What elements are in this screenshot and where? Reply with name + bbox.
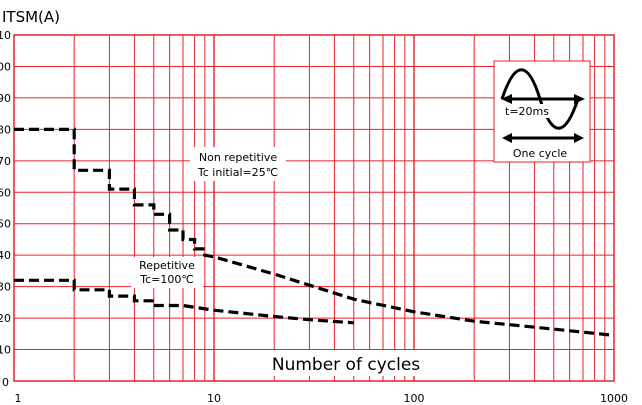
cycle-arrow-left-head bbox=[502, 133, 512, 143]
plot-frame bbox=[13, 34, 615, 382]
annotation-non-repetitive: Non repetitive Tc initial=25℃ bbox=[190, 147, 286, 181]
y-tick-label: 30 bbox=[0, 281, 11, 294]
x-tick-label: 1000 bbox=[600, 392, 628, 405]
repetitive-label: Repetitive bbox=[139, 259, 195, 272]
x-tick-label: 100 bbox=[404, 392, 425, 405]
y-tick-label: 40 bbox=[0, 249, 11, 262]
annotation-repetitive: Repetitive Tc=100℃ bbox=[131, 257, 203, 288]
x-tick-label: 1 bbox=[15, 392, 22, 405]
y-axis-label: ITSM(A) bbox=[2, 8, 60, 26]
y-tick-label: 10 bbox=[0, 344, 11, 357]
x-axis-label: Number of cycles bbox=[272, 355, 420, 375]
y-tick-label: 60 bbox=[0, 186, 11, 199]
plot-border bbox=[13, 34, 615, 382]
y-tick-label: 70 bbox=[0, 155, 11, 168]
y-tick-label: 100 bbox=[0, 60, 11, 73]
series-non-repetitive bbox=[14, 127, 615, 337]
cycle-label: One cycle bbox=[513, 147, 568, 160]
tc-initial-label: Tc initial=25℃ bbox=[197, 166, 278, 179]
x-tick-label: 10 bbox=[207, 392, 221, 405]
y-tick-label: 80 bbox=[0, 123, 11, 136]
series-repetitive bbox=[14, 278, 354, 325]
y-tick-label: 50 bbox=[0, 218, 11, 231]
y-tick-label: 20 bbox=[0, 312, 11, 325]
period-arrow-right-head bbox=[574, 94, 585, 104]
y-axis-ticks: 102030405060708090100100 bbox=[0, 29, 11, 389]
cycle-arrow-right-head bbox=[574, 133, 584, 143]
y-tick-label: 90 bbox=[0, 92, 11, 105]
tc-100-label: Tc=100℃ bbox=[139, 273, 193, 286]
period-label: t=20ms bbox=[505, 105, 549, 118]
curves bbox=[14, 127, 615, 337]
non-repetitive-label: Non repetitive bbox=[199, 151, 277, 164]
y-tick-label: 10 bbox=[0, 29, 11, 42]
x-axis-ticks: 1 10 100 1000 bbox=[15, 392, 629, 405]
x-axis-title: Number of cycles bbox=[268, 350, 428, 376]
period-arrow-left-head bbox=[501, 94, 512, 104]
waveform-inset: t=20ms One cycle bbox=[493, 60, 591, 163]
y-tick-label: 0 bbox=[2, 376, 9, 389]
